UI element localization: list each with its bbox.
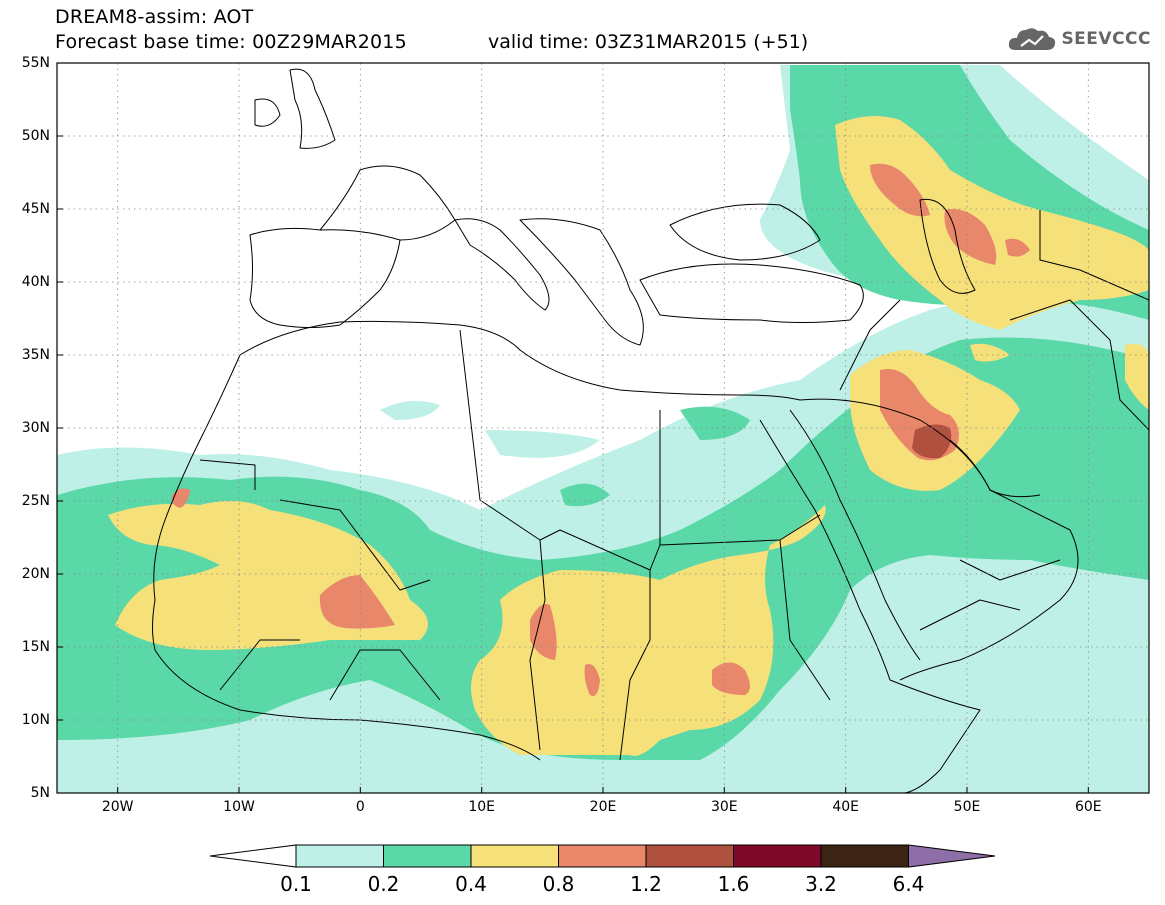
colorbar-label-6.4: 6.4 xyxy=(892,872,925,896)
lon-label-50e: 50E xyxy=(953,799,981,815)
lat-label-50n: 50N xyxy=(21,128,50,144)
lon-label-20e: 20E xyxy=(589,799,617,815)
grid-lines xyxy=(57,63,1149,793)
lat-label-5n: 5N xyxy=(30,785,50,801)
colorbar-label-3.2: 3.2 xyxy=(805,872,837,896)
colorbar-label-0.8: 0.8 xyxy=(542,872,575,896)
colorbar-right-arrow xyxy=(908,844,996,868)
colorbar-swatch-0.1 xyxy=(295,844,384,868)
cloud-icon xyxy=(1009,28,1056,50)
lat-label-10n: 10N xyxy=(21,712,50,728)
aot-band-1.2 xyxy=(912,424,952,459)
logo-text: SEEVCCC xyxy=(1061,29,1151,49)
colorbar-left-arrow xyxy=(209,844,297,868)
colorbar xyxy=(209,844,996,868)
lat-label-15n: 15N xyxy=(21,639,50,655)
lat-label-45n: 45N xyxy=(21,201,50,217)
tick-marks xyxy=(57,62,1089,794)
lat-label-40n: 40N xyxy=(21,274,50,290)
colorbar-swatch-1.6 xyxy=(733,844,822,868)
colorbar-label-1.2: 1.2 xyxy=(630,872,662,896)
lat-label-55n: 55N xyxy=(21,55,50,71)
lat-label-25n: 25N xyxy=(21,493,50,509)
colorbar-swatch-1.2 xyxy=(645,844,734,868)
lat-label-20n: 20N xyxy=(21,566,50,582)
seevccc-logo: SEEVCCC xyxy=(1007,24,1151,54)
lon-label-30e: 30E xyxy=(710,799,738,815)
lon-label-0: 0 xyxy=(355,799,365,815)
map-outlines xyxy=(152,68,1149,793)
colorbar-label-0.1: 0.1 xyxy=(280,872,312,896)
colorbar-swatch-0.2 xyxy=(383,844,472,868)
base-time-label: Forecast base time: 00Z29MAR2015 xyxy=(55,31,407,53)
lon-label-10w: 10W xyxy=(223,799,255,815)
lon-label-20w: 20W xyxy=(101,799,134,815)
valid-time-label: valid time: 03Z31MAR2015 (+51) xyxy=(488,31,809,53)
colorbar-label-0.4: 0.4 xyxy=(455,872,487,896)
lat-label-35n: 35N xyxy=(21,347,50,363)
colorbar-swatch-0.8 xyxy=(558,844,647,868)
colorbar-label-0.2: 0.2 xyxy=(367,872,400,896)
colorbar-swatch-0.4 xyxy=(470,844,559,868)
lon-label-60e: 60E xyxy=(1074,799,1102,815)
colorbar-label-1.6: 1.6 xyxy=(717,872,750,896)
product-title: DREAM8-assim: AOT xyxy=(55,6,254,28)
colorbar-swatch-3.2 xyxy=(820,844,909,868)
lon-label-40e: 40E xyxy=(832,799,860,815)
lat-label-30n: 30N xyxy=(21,420,50,436)
lon-label-10e: 10E xyxy=(468,799,496,815)
